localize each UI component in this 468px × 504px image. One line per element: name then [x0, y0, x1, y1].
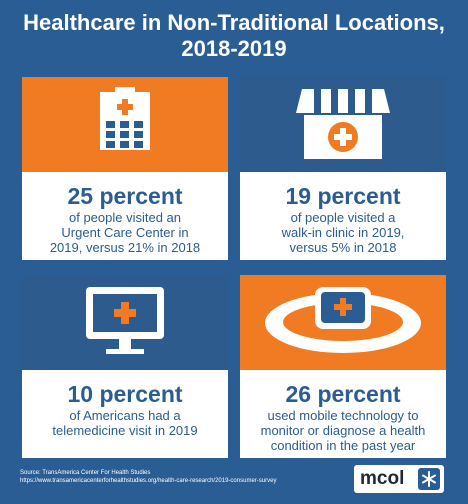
source-citation: Source: TransAmerica Center For Health S…	[20, 469, 276, 485]
urgent-care-line-2: Urgent Care Center in	[61, 225, 189, 240]
walk-in-clinic-card: 19 percent of people visited a walk-in c…	[240, 77, 446, 260]
walk-in-clinic-icon-panel	[240, 77, 446, 172]
mobile-technology-line-3: condition in the past year	[270, 438, 416, 453]
walk-in-clinic-text: 19 percent of people visited a walk-in c…	[240, 172, 446, 260]
urgent-care-text: 25 percent of people visited an Urgent C…	[22, 172, 228, 260]
mobile-technology-line-2: monitor or diagnose a health	[260, 423, 426, 438]
mobile-technology-card: 26 percent used mobile technology to mon…	[240, 275, 446, 458]
urgent-care-line-1: of people visited an	[68, 210, 182, 225]
mobile-technology-headline: 26 percent	[285, 381, 401, 407]
mobile-technology-icon-panel	[240, 275, 446, 370]
source-link[interactable]: https://www.transamericacenterforhealths…	[20, 478, 277, 484]
mobile-technology-text: 26 percent used mobile technology to mon…	[240, 370, 446, 458]
title-line-1: Healthcare in Non-Traditional Locations,	[23, 10, 445, 35]
computer-monitor-medical-cross-icon	[86, 287, 164, 354]
walk-in-clinic-line-1: of people visited a	[290, 210, 396, 225]
source-name: Source: TransAmerica Center For Health S…	[20, 470, 151, 476]
smartwatch-medical-cross-icon	[265, 287, 421, 353]
title-line-2: 2018-2019	[181, 36, 287, 61]
walk-in-clinic-headline: 19 percent	[285, 183, 401, 209]
telemedicine-icon-panel	[22, 275, 228, 370]
hospital-building-icon	[100, 87, 150, 150]
page-title: Healthcare in Non-Traditional Locations,…	[0, 10, 468, 62]
telemedicine-text: 10 percent of Americans had a telemedici…	[22, 370, 228, 458]
telemedicine-line-2: telemedicine visit in 2019	[52, 423, 198, 438]
walk-in-clinic-store-icon	[296, 89, 390, 159]
urgent-care-card: 25 percent of people visited an Urgent C…	[22, 77, 228, 260]
telemedicine-headline: 10 percent	[67, 381, 183, 407]
mobile-technology-line-1: used mobile technology to	[267, 408, 419, 423]
mcol-logo: mcol	[354, 465, 444, 493]
logo-badge	[418, 468, 440, 490]
telemedicine-line-1: of Americans had a	[69, 408, 181, 423]
walk-in-clinic-line-2: walk-in clinic in 2019,	[281, 225, 405, 240]
urgent-care-headline: 25 percent	[67, 183, 183, 209]
walk-in-clinic-line-3: versus 5% in 2018	[289, 240, 397, 255]
urgent-care-icon-panel	[22, 77, 228, 172]
logo-text: mcol	[360, 468, 405, 489]
urgent-care-line-3: 2019, versus 21% in 2018	[49, 240, 201, 255]
telemedicine-card: 10 percent of Americans had a telemedici…	[22, 275, 228, 458]
snowflake-badge-icon	[422, 471, 436, 487]
